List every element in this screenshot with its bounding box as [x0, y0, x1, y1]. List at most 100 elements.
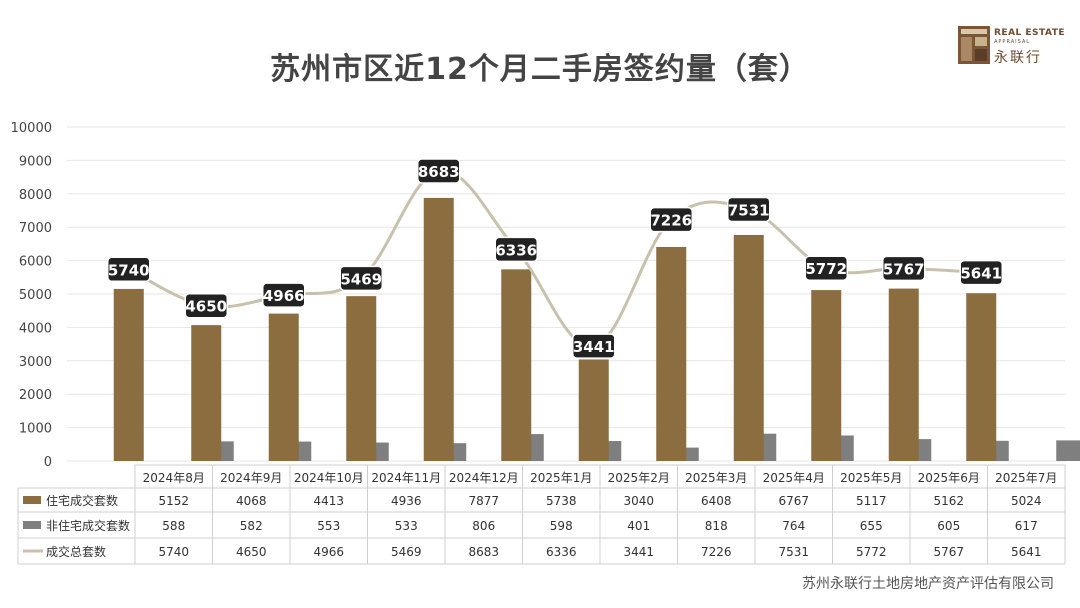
x-category-label: 2024年8月 — [143, 471, 205, 485]
legend-marker-residential — [23, 496, 41, 504]
x-category-label: 2025年1月 — [530, 471, 592, 485]
table-cell-value: 5641 — [1011, 545, 1042, 559]
table-cell-value: 6336 — [546, 545, 577, 559]
chart-title: 苏州市区近12个月二手房签约量（套） — [270, 52, 810, 87]
line-total — [128, 169, 982, 348]
table-cell-value: 7877 — [468, 494, 499, 508]
table-cell-value: 5772 — [856, 545, 887, 559]
bar-residential — [423, 197, 454, 461]
y-tick-label: 8000 — [19, 188, 52, 203]
total-data-label-bg — [572, 333, 616, 359]
x-category-label: 2025年7月 — [995, 471, 1057, 485]
table-cell-value: 401 — [627, 519, 650, 533]
legend-label: 成交总套数 — [46, 544, 106, 559]
logo-text-line2: APPRAISAL — [994, 39, 1031, 45]
table-cell-value: 5767 — [933, 545, 964, 559]
bar-residential — [191, 325, 222, 461]
table-cell-value: 5469 — [391, 545, 422, 559]
table-cell-value: 582 — [240, 519, 263, 533]
table-cell-value: 5740 — [158, 545, 189, 559]
table-cell-value: 3040 — [623, 494, 654, 508]
y-tick-label: 3000 — [19, 355, 52, 370]
total-data-label: 4966 — [263, 287, 305, 305]
table-cell-value: 605 — [937, 519, 960, 533]
table-cell-value: 7226 — [701, 545, 732, 559]
y-tick-label: 0 — [44, 455, 52, 470]
table-cell-value: 4966 — [313, 545, 344, 559]
bar-residential — [346, 296, 377, 461]
total-data-label-bg — [184, 292, 228, 319]
total-data-label-bg — [262, 282, 306, 308]
table-cell-value: 5117 — [856, 494, 887, 508]
total-data-label: 8683 — [418, 163, 460, 181]
y-tick-label: 1000 — [19, 422, 52, 437]
bar-nonresidential — [1056, 440, 1080, 461]
x-category-label: 2025年3月 — [685, 471, 747, 485]
total-data-label: 7531 — [728, 201, 770, 219]
table-cell-value: 6767 — [778, 494, 809, 508]
table-cell-value: 4936 — [391, 494, 422, 508]
bar-residential — [268, 313, 299, 461]
bar-residential — [578, 359, 609, 461]
x-category-label: 2025年2月 — [608, 471, 670, 485]
x-category-label: 2024年12月 — [449, 471, 519, 485]
legend-label: 非住宅成交套数 — [46, 518, 130, 533]
table-cell-value: 818 — [705, 519, 728, 533]
table-cell-value: 5024 — [1011, 494, 1042, 508]
bar-residential — [501, 269, 532, 461]
x-category-label: 2025年5月 — [840, 471, 902, 485]
bar-residential — [656, 246, 687, 461]
total-data-label: 5767 — [883, 260, 925, 278]
logo-mark-icon — [958, 26, 990, 64]
total-data-label: 3441 — [573, 338, 615, 356]
table-cell-value: 4413 — [313, 494, 344, 508]
table-cell-value: 5738 — [546, 494, 577, 508]
total-data-label: 4650 — [185, 298, 227, 316]
x-category-label: 2025年6月 — [918, 471, 980, 485]
bar-residential — [888, 288, 919, 461]
logo-text-line3: 永联行 — [994, 50, 1042, 66]
bar-residential — [113, 288, 144, 461]
table-cell-value: 4650 — [236, 545, 267, 559]
x-category-label: 2024年10月 — [294, 471, 364, 485]
table-cell-value: 764 — [782, 519, 805, 533]
x-category-label: 2024年11月 — [371, 471, 441, 485]
table-cell-value: 7531 — [778, 545, 809, 559]
y-tick-label: 9000 — [19, 154, 52, 169]
y-tick-label: 10000 — [11, 121, 52, 136]
total-data-label-bg — [649, 206, 693, 233]
table-cell-value: 806 — [472, 519, 495, 533]
company-logo: REAL ESTATE APPRAISAL 永联行 — [954, 26, 1066, 66]
footer-company-name: 苏州永联行土地房地产资产评估有限公司 — [802, 576, 1054, 592]
table-cell-value: 6408 — [701, 494, 732, 508]
table-cell-value: 655 — [860, 519, 883, 533]
table-cell-value: 5152 — [158, 494, 189, 508]
total-data-label: 7226 — [650, 212, 692, 230]
total-data-label-bg — [417, 158, 461, 184]
total-data-label-bg — [339, 265, 383, 292]
y-tick-label: 5000 — [19, 288, 52, 303]
total-data-label: 5469 — [340, 270, 382, 288]
total-data-label-bg — [882, 255, 926, 282]
legend-label: 住宅成交套数 — [46, 493, 118, 508]
table-cell-value: 598 — [550, 519, 573, 533]
y-tick-label: 7000 — [19, 221, 52, 236]
table-cell-value: 5162 — [933, 494, 964, 508]
total-data-label: 5641 — [960, 265, 1002, 283]
total-data-label: 5772 — [805, 260, 847, 278]
total-data-label-bg — [107, 256, 151, 283]
legend-marker-nonresidential — [23, 521, 41, 529]
x-category-label: 2025年4月 — [763, 471, 825, 485]
total-data-label: 5740 — [108, 261, 150, 279]
table-cell-value: 4068 — [236, 494, 267, 508]
logo-text-line1: REAL ESTATE — [994, 28, 1066, 38]
total-data-label-bg — [494, 236, 538, 263]
bar-residential — [811, 290, 842, 461]
total-data-label-bg — [959, 259, 1003, 286]
bar-residential — [966, 293, 997, 461]
total-data-label: 6336 — [495, 241, 537, 259]
table-cell-value: 617 — [1015, 519, 1038, 533]
table-cell-value: 588 — [162, 519, 185, 533]
y-tick-label: 4000 — [19, 321, 52, 336]
